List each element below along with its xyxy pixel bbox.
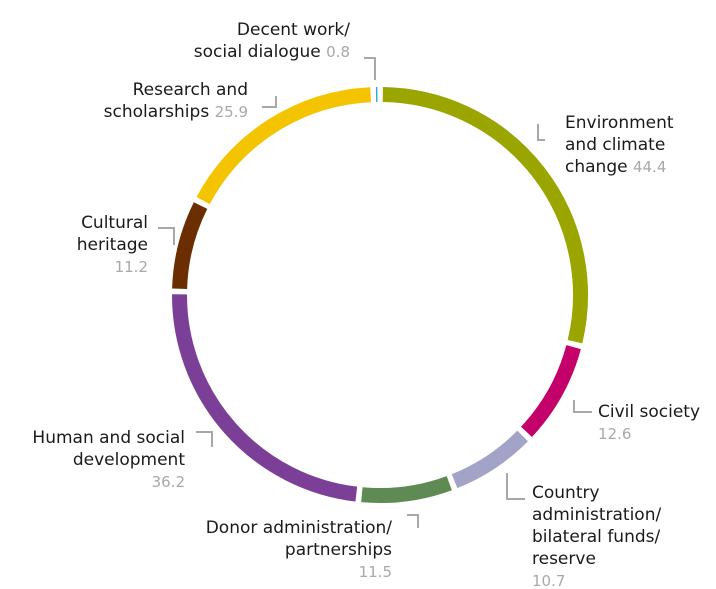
slice-value: 25.9: [215, 103, 248, 121]
leader-line: [262, 96, 277, 108]
leader-line: [158, 227, 175, 245]
donut-slices: [171, 87, 588, 503]
slice-label: Research and scholarships 25.9: [104, 80, 248, 122]
slice-value: 12.6: [598, 425, 631, 443]
slice-value: 11.2: [115, 258, 148, 276]
leader-line: [537, 124, 545, 141]
slice-value: 44.4: [633, 158, 666, 176]
leader-line: [506, 473, 525, 500]
slice-value: 10.7: [532, 572, 565, 589]
leader-line: [364, 57, 376, 80]
slice-label: Country administration/bilateral funds/re…: [532, 483, 661, 569]
leader-lines: [158, 57, 592, 528]
donut-slice: [171, 294, 358, 502]
slice-label: Environment and climate change 44.4: [565, 113, 674, 177]
slice-label: Cultural heritage: [77, 213, 148, 255]
slice-label: Donor administration/partnerships: [206, 518, 393, 560]
donut-slice: [172, 202, 208, 290]
leader-line: [573, 400, 592, 413]
slice-value: 36.2: [152, 473, 185, 491]
leader-line: [407, 514, 419, 528]
slice-value: 0.8: [326, 43, 350, 61]
slice-value: 11.5: [359, 563, 392, 581]
donut-slice: [196, 87, 371, 205]
slice-label: Civil society: [598, 402, 700, 422]
donut-slice: [451, 430, 528, 489]
donut-slice: [382, 87, 588, 344]
donut-slice: [361, 476, 452, 503]
donut-slice: [520, 345, 581, 437]
slice-label: Human and social development: [32, 428, 185, 470]
slice-label: Decent work/social dialogue 0.8: [194, 20, 350, 62]
slice-labels: Environment and climate change 44.4 Civil s…: [32, 20, 700, 589]
leader-line: [196, 431, 213, 447]
